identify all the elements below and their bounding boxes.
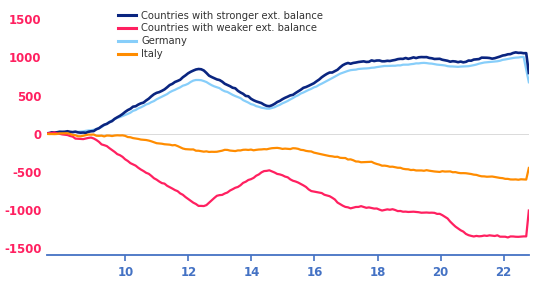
Legend: Countries with stronger ext. balance, Countries with weaker ext. balance, German: Countries with stronger ext. balance, Co… xyxy=(114,7,327,63)
